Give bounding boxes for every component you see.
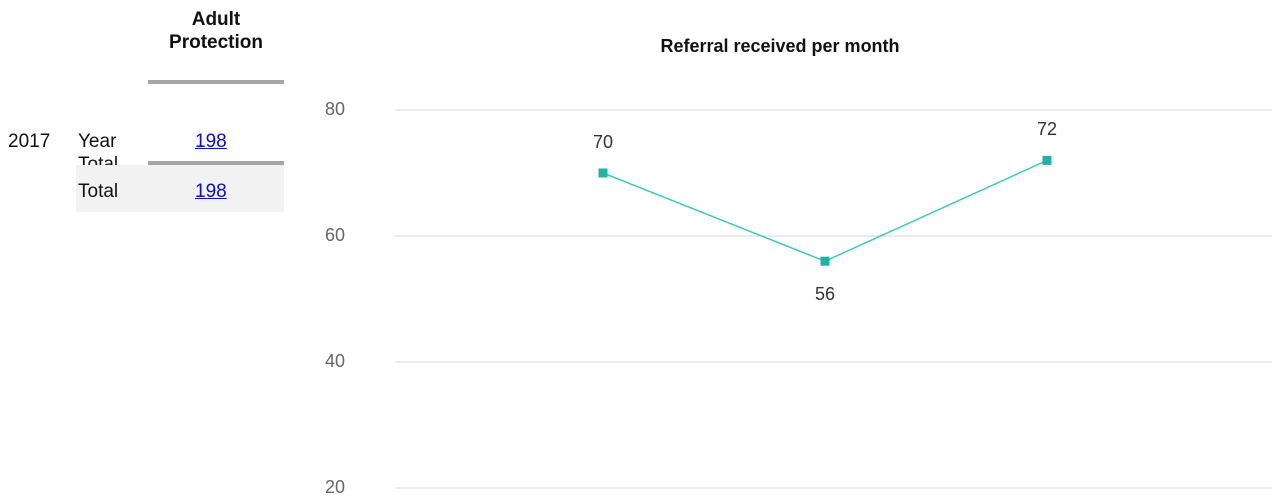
y-tick-label: 20 [325, 477, 345, 497]
marker [598, 168, 608, 178]
y-tick-label: 60 [325, 225, 345, 245]
value-link[interactable]: 198 [195, 131, 227, 152]
header-rule [148, 80, 284, 84]
total-row-bg [76, 165, 284, 212]
data-label: 72 [1037, 119, 1057, 139]
total-link[interactable]: 198 [195, 181, 227, 202]
data-label: 70 [593, 132, 613, 152]
row-year: 2017 [8, 131, 51, 152]
total-label: Total [78, 181, 119, 202]
data-label: 56 [815, 284, 835, 304]
y-tick-label: 80 [325, 99, 345, 119]
total-rule [148, 161, 284, 165]
chart-title: Referral received per month [660, 36, 899, 56]
column-header: Adult Protection [169, 9, 263, 53]
line [602, 159, 1048, 263]
marker [1042, 155, 1052, 165]
marker [820, 256, 830, 266]
y-tick-label: 40 [325, 351, 345, 371]
